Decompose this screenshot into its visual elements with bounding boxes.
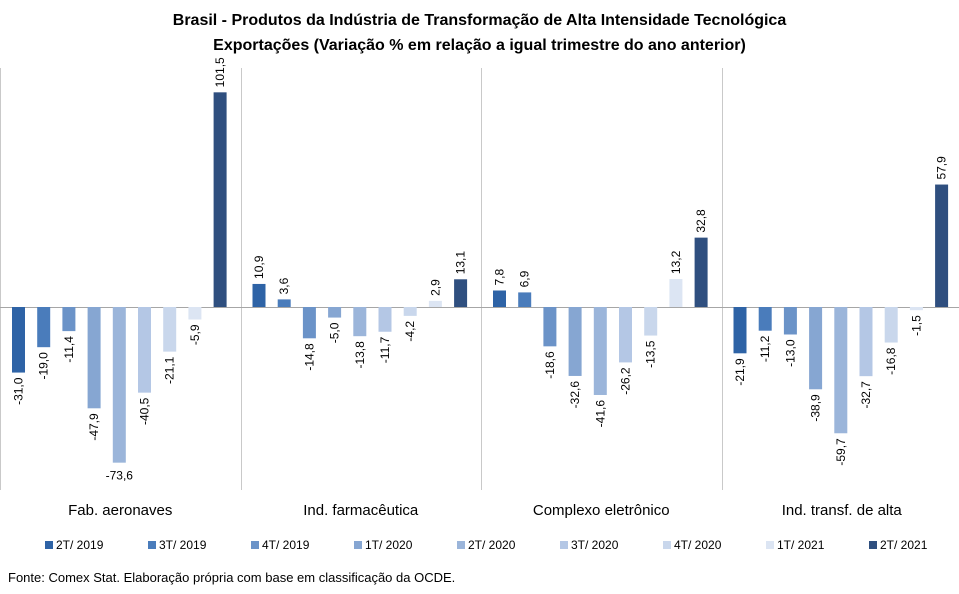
data-label: -13,8 <box>353 341 367 369</box>
bar <box>809 307 823 390</box>
bar <box>568 307 582 376</box>
bar <box>884 307 898 343</box>
bar <box>783 307 797 335</box>
data-label: -59,7 <box>834 438 848 466</box>
data-label: -32,7 <box>859 381 873 409</box>
legend-label: 4T/ 2019 <box>262 538 310 552</box>
bar <box>669 279 683 307</box>
data-label: 10,9 <box>252 255 266 279</box>
data-label: -18,6 <box>543 351 557 379</box>
bar <box>619 307 632 363</box>
legend-label: 2T/ 2020 <box>468 538 516 552</box>
data-label: -19,0 <box>37 352 51 380</box>
data-label: -11,7 <box>378 336 392 363</box>
data-label: -21,1 <box>163 356 177 384</box>
legend-swatch <box>251 541 259 549</box>
bar <box>87 307 101 409</box>
data-label: -32,6 <box>568 381 582 409</box>
legend-label: 3T/ 2020 <box>571 538 619 552</box>
bar <box>694 237 708 307</box>
data-label: -13,5 <box>644 340 658 368</box>
category-label: Ind. transf. de alta <box>782 502 903 519</box>
category-label: Complexo eletrônico <box>533 502 670 519</box>
data-label: 32,8 <box>694 209 708 233</box>
bar <box>353 307 367 337</box>
data-label: -5,0 <box>328 322 342 343</box>
legend-swatch <box>663 541 671 549</box>
bar <box>758 307 772 331</box>
bar <box>302 307 316 339</box>
data-label: 13,2 <box>669 250 683 274</box>
data-label: -4,2 <box>403 321 417 342</box>
legend-label: 2T/ 2021 <box>880 538 928 552</box>
legend-swatch <box>766 541 774 549</box>
data-label: 7,8 <box>493 268 507 285</box>
bar <box>859 307 873 377</box>
data-label: 13,1 <box>454 251 468 275</box>
bar <box>37 307 51 348</box>
data-label: -73,6 <box>106 469 134 483</box>
bar <box>403 307 417 316</box>
data-label: -41,6 <box>593 400 607 428</box>
data-label: -14,8 <box>302 343 316 371</box>
legend-label: 2T/ 2019 <box>56 538 104 552</box>
legend-swatch <box>45 541 53 549</box>
bar <box>454 279 468 307</box>
bar <box>213 92 227 307</box>
data-label: -31,0 <box>12 377 26 405</box>
chart-title-line-1: Brasil - Produtos da Indústria de Transf… <box>172 12 787 29</box>
bar <box>188 307 202 320</box>
data-label: -40,5 <box>138 397 152 425</box>
data-label: 6,9 <box>518 270 532 287</box>
bar <box>138 307 151 393</box>
data-label: -11,4 <box>62 336 76 363</box>
category-label: Fab. aeronaves <box>68 502 172 519</box>
source-note: Fonte: Comex Stat. Elaboração própria co… <box>8 570 456 585</box>
legend-label: 1T/ 2021 <box>777 538 825 552</box>
legend-swatch <box>354 541 362 549</box>
data-label: 3,6 <box>277 277 291 294</box>
bar <box>543 307 557 347</box>
legend-swatch <box>148 541 156 549</box>
legend-label: 4T/ 2020 <box>674 538 722 552</box>
data-label: -47,9 <box>87 413 101 441</box>
data-label: 2,9 <box>428 279 442 296</box>
data-label: -38,9 <box>809 394 823 422</box>
legend-swatch <box>560 541 568 549</box>
data-label: -11,2 <box>758 335 772 362</box>
data-label: -16,8 <box>884 347 898 375</box>
bar <box>378 307 392 332</box>
data-label: -21,9 <box>733 358 747 386</box>
bar <box>493 290 506 307</box>
legend-swatch <box>869 541 877 549</box>
bar <box>428 300 442 307</box>
data-label: 101,5 <box>213 57 227 87</box>
bar <box>834 307 848 434</box>
bar <box>733 307 747 354</box>
legend-label: 3T/ 2019 <box>159 538 207 552</box>
bar <box>593 307 607 395</box>
data-label: -26,2 <box>619 367 633 395</box>
bar <box>518 292 532 307</box>
legend-label: 1T/ 2020 <box>365 538 413 552</box>
bar <box>644 307 658 336</box>
bar <box>277 299 291 307</box>
bar <box>112 307 126 463</box>
bar <box>909 307 923 311</box>
bar <box>62 307 76 332</box>
bar <box>328 307 342 318</box>
bar <box>252 283 266 307</box>
bar <box>163 307 177 352</box>
data-label: -13,0 <box>783 339 797 367</box>
category-label: Ind. farmacêutica <box>303 502 419 519</box>
data-label: 57,9 <box>935 156 949 180</box>
bar <box>935 184 949 307</box>
data-label: -5,9 <box>188 324 202 345</box>
chart-title-line-2: Exportações (Variação % em relação a igu… <box>213 37 746 54</box>
data-label: -1,5 <box>909 315 923 336</box>
bar <box>12 307 25 373</box>
legend-swatch <box>457 541 465 549</box>
